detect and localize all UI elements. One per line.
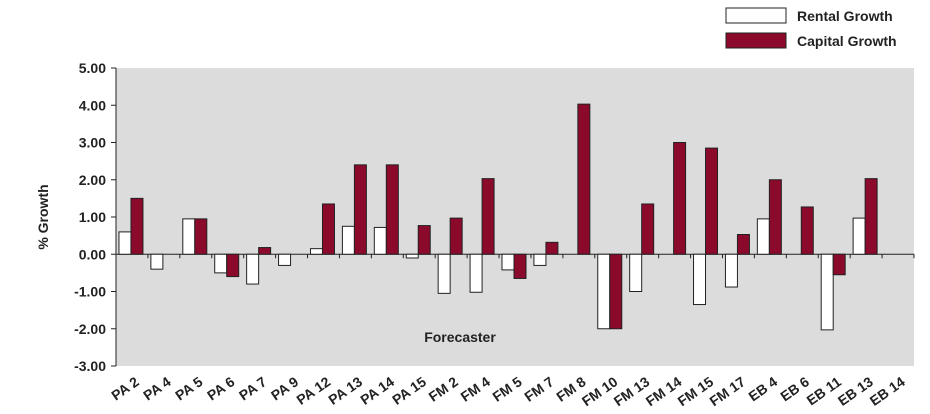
x-tick-label: FM 7	[521, 373, 556, 405]
x-tick-label: EB 14	[867, 373, 908, 409]
rental-growth-bar	[756, 218, 770, 255]
x-tick-label: PA 14	[357, 373, 397, 408]
x-tick-label: PA 6	[204, 373, 238, 403]
x-tick-label: PA 4	[140, 373, 174, 403]
capital-growth-bar	[417, 225, 431, 255]
y-tick-label: -2.00	[74, 321, 106, 337]
x-tick-label: FM 17	[706, 373, 748, 409]
y-tick-label: -1.00	[74, 284, 106, 300]
rental-growth-bar	[693, 253, 707, 306]
x-tick-label: EB 11	[804, 373, 845, 408]
x-tick-label: FM 13	[611, 373, 653, 409]
capital-growth-bar	[673, 142, 687, 255]
rental-growth-bar	[405, 253, 419, 259]
y-tick-label: 0.00	[79, 246, 106, 262]
x-tick-label: PA 12	[293, 373, 333, 408]
capital-growth-bar	[321, 203, 335, 255]
y-tick-label: 5.00	[79, 60, 106, 76]
x-tick-label: EB 4	[745, 373, 780, 404]
rental-growth-bar	[341, 225, 355, 255]
capital-growth-bar	[577, 103, 591, 255]
rental-growth-bar	[118, 231, 132, 255]
capital-growth-bar	[800, 206, 814, 255]
capital-growth-bar	[832, 253, 846, 276]
capital-growth-bar	[353, 164, 367, 255]
x-tick-label: FM 15	[675, 373, 717, 409]
x-tick-label: PA 15	[389, 373, 429, 408]
capital-growth-bar	[258, 247, 272, 255]
rental-growth-bar	[373, 226, 387, 255]
y-tick-label: 1.00	[79, 209, 106, 225]
rental-growth-bar	[150, 253, 164, 270]
y-tick-label: 3.00	[79, 135, 106, 151]
rental-growth-bar	[309, 248, 323, 255]
y-tick-label: 4.00	[79, 97, 106, 113]
legend-swatch-rental	[725, 7, 787, 24]
rental-growth-bar	[533, 253, 547, 266]
capital-growth-bar	[130, 197, 144, 255]
y-tick-label: -3.00	[74, 358, 106, 374]
capital-growth-bar	[226, 253, 240, 278]
legend-swatch-capital	[725, 32, 787, 49]
rental-growth-bar	[182, 218, 196, 255]
capital-growth-bar	[609, 253, 623, 330]
rental-growth-bar	[214, 253, 228, 274]
capital-growth-bar	[194, 218, 208, 255]
rental-growth-bar	[852, 217, 866, 255]
capital-growth-bar	[449, 217, 463, 255]
y-axis-title: % Growth	[35, 184, 51, 249]
rental-growth-bar	[437, 253, 451, 294]
x-tick-label: FM 2	[426, 373, 461, 405]
rental-growth-bar	[246, 253, 260, 285]
rental-growth-bar	[724, 253, 738, 288]
x-tick-label: FM 5	[489, 373, 524, 405]
x-tick-label: FM 4	[458, 373, 493, 405]
capital-growth-bar	[864, 178, 878, 255]
rental-growth-bar	[278, 253, 292, 266]
capital-growth-bar	[736, 234, 750, 255]
plot-area	[116, 68, 914, 366]
rental-growth-bar	[597, 253, 611, 330]
y-tick-label: 2.00	[79, 172, 106, 188]
x-tick-label: EB 13	[835, 373, 876, 409]
y-tick-group: 5.00 4.00 3.00 2.00 1.00 0.00 -1.00 -2.00 -3.00	[74, 60, 116, 374]
x-tick-label: FM 10	[579, 373, 621, 409]
capital-growth-bar	[385, 164, 399, 255]
rental-growth-bar	[820, 253, 834, 331]
bar-group	[118, 103, 915, 331]
rental-growth-bar	[629, 253, 643, 292]
capital-growth-bar	[705, 147, 719, 255]
x-tick-label: PA 2	[108, 373, 142, 403]
capital-growth-bar	[641, 203, 655, 255]
capital-growth-bar	[545, 241, 559, 255]
x-axis-title: Forecaster	[424, 329, 496, 345]
capital-growth-bar	[481, 178, 495, 255]
legend: Rental Growth Capital Growth	[725, 7, 897, 49]
x-tick-label: PA 13	[325, 373, 365, 408]
legend-label-capital: Capital Growth	[797, 33, 897, 49]
capital-growth-bar	[768, 179, 782, 255]
x-tick-label: PA 5	[172, 373, 206, 403]
legend-label-rental: Rental Growth	[797, 8, 893, 24]
capital-growth-bar	[513, 253, 527, 279]
x-tick-label: PA 7	[236, 373, 270, 403]
rental-growth-bar	[501, 253, 515, 271]
x-tick-label: FM 14	[643, 373, 685, 409]
rental-growth-bar	[469, 253, 483, 293]
